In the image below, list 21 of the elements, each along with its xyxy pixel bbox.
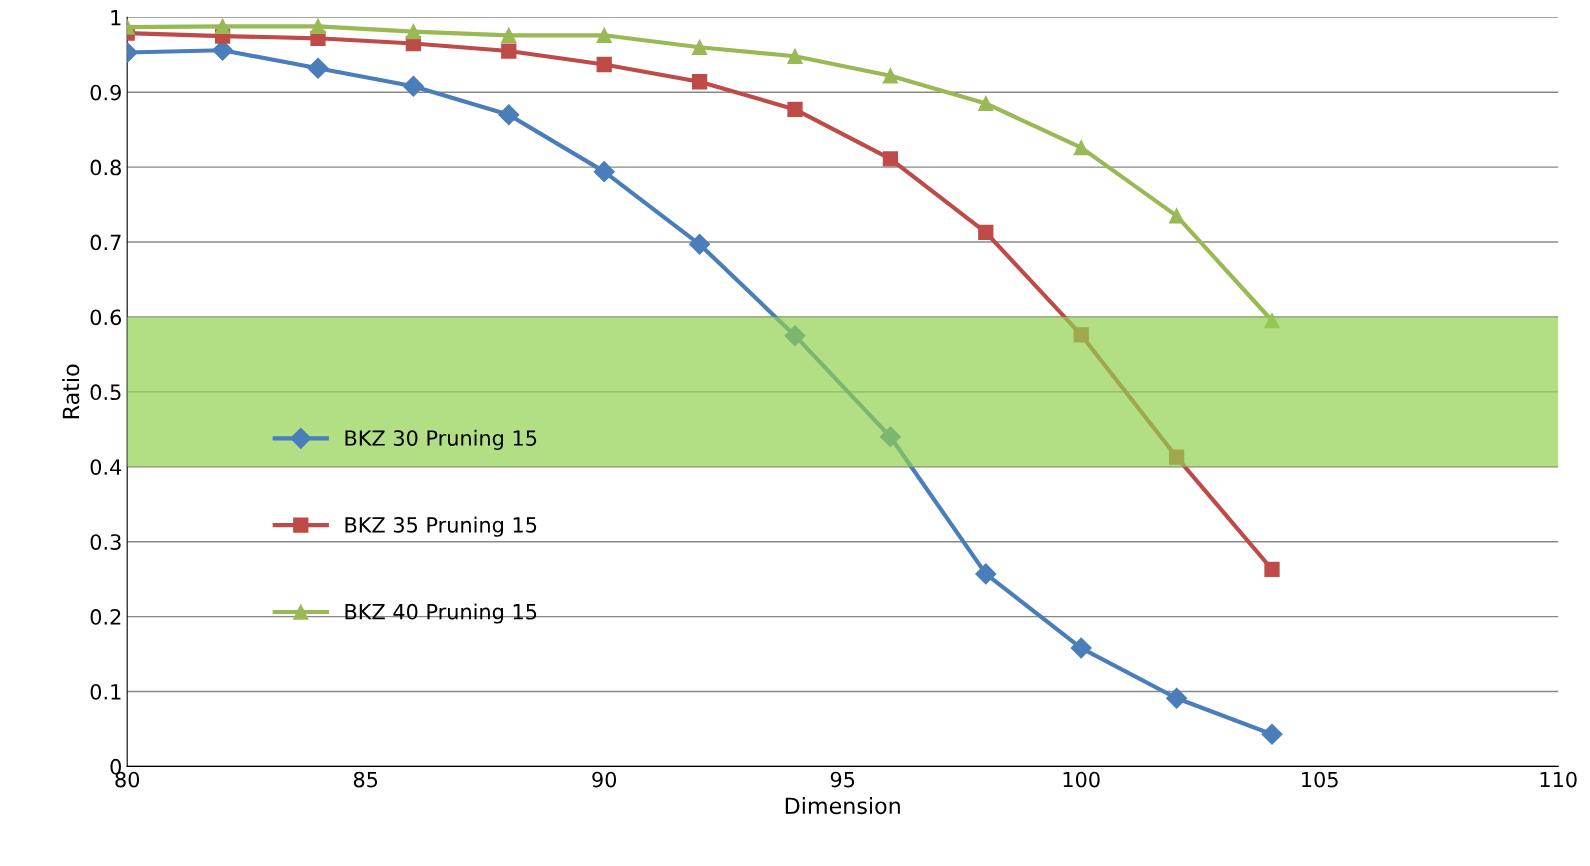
x-tick-label: 110 [1540,771,1577,788]
y-tick-label: 0.7 [90,234,121,251]
x-axis-title: Dimension [785,796,900,815]
x-tick-label: 105 [1302,771,1338,788]
y-tick-label: 0.8 [90,159,121,176]
legend-label: BKZ 35 Pruning 15 [345,516,537,537]
x-tick-label: 90 [592,771,617,788]
y-tick-label: 0.3 [90,534,121,550]
legend-label: BKZ 30 Pruning 15 [345,429,537,450]
legend-label: BKZ 40 Pruning 15 [345,603,537,624]
x-tick-label: 85 [353,771,378,788]
y-tick-label: 0.1 [90,683,121,700]
y-tick-label: 1 [111,10,121,26]
y-tick-label: 0.4 [90,459,122,475]
x-tick-label: 100 [1063,771,1100,788]
y-tick-label: 0.6 [90,309,122,326]
y-tick-label: 0.2 [90,609,121,625]
y-tick-label: 0.5 [90,384,121,401]
y-axis-title: Ratio [62,364,80,419]
y-tick-label: 0.9 [90,84,121,101]
x-tick-label: 95 [830,771,855,788]
